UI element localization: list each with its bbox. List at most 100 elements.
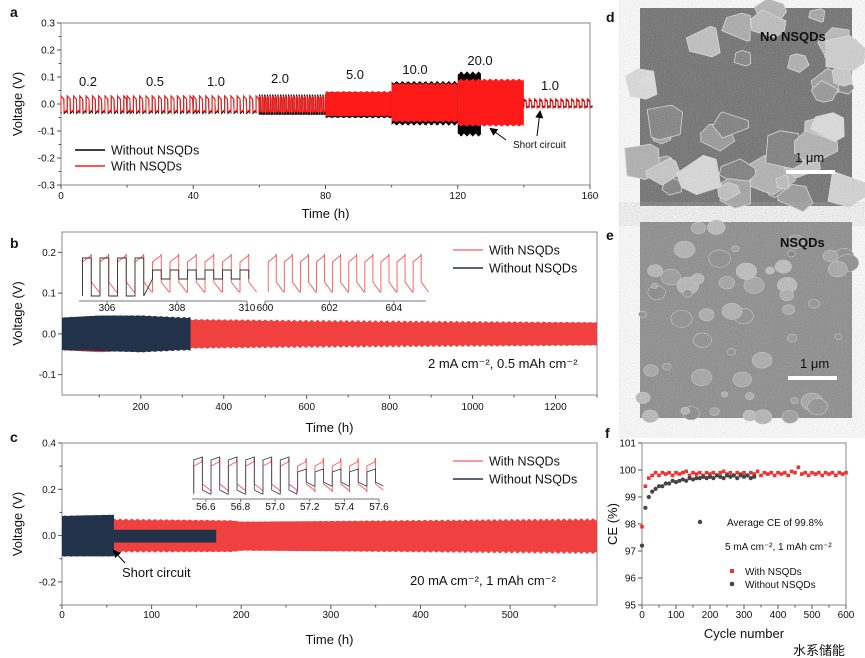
without-nsqds-point	[738, 473, 743, 478]
sem-label: NSQDs	[780, 235, 825, 250]
legend-swatch	[730, 569, 734, 573]
x-tick-label: 0	[639, 610, 645, 621]
inset-tick-label: 57.2	[300, 502, 320, 513]
without-nsqds-point	[667, 481, 672, 486]
with-nsqds-point	[681, 470, 685, 475]
without-nsqds-point	[728, 474, 733, 479]
y-tick-label: 97	[625, 547, 637, 558]
without-nsqds-point	[653, 486, 658, 491]
sem-texture	[640, 222, 852, 418]
without-nsqds-point	[646, 494, 651, 500]
with-nsqds-trace	[62, 318, 597, 353]
legend-label: Without NSQDs	[489, 262, 577, 276]
with-nsqds-point	[779, 472, 784, 476]
with-nsqds-trace	[325, 91, 392, 117]
with-nsqds-point	[694, 472, 699, 476]
plot-frame	[61, 231, 598, 396]
with-nsqds-point	[823, 470, 828, 475]
with-nsqds-trace	[258, 95, 329, 115]
without-nsqds-point	[663, 481, 668, 486]
sem-image-d	[624, 0, 865, 213]
with-nsqds-point	[796, 465, 801, 470]
y-tick-label: 0.4	[42, 439, 56, 450]
y-axis-label: Voltage (V)	[10, 492, 25, 556]
with-nsqds-point	[827, 472, 831, 476]
legend-label: With NSQDs	[489, 455, 560, 469]
with-nsqds-point	[664, 472, 668, 476]
y-axis-label: Voltage (V)	[10, 72, 25, 136]
y-tick-label: 0.2	[41, 46, 55, 57]
inset-tick-label: 56.8	[231, 502, 251, 513]
with-nsqds-point	[817, 470, 821, 475]
with-nsqds-point	[786, 473, 790, 478]
without-nsqds-point	[718, 474, 723, 479]
x-tick-label: 1000	[461, 402, 484, 413]
panel-label: e	[606, 227, 614, 243]
without-nsqds-point	[752, 474, 757, 479]
with-nsqds-trace	[523, 97, 593, 109]
legend-label: Without NSQDs	[489, 473, 577, 487]
x-tick-label: 160	[582, 191, 599, 202]
x-axis-label: Cycle number	[704, 626, 785, 641]
with-nsqds-point	[674, 470, 678, 475]
current-density-label: 20.0	[467, 53, 492, 68]
without-nsqds-point	[711, 476, 716, 481]
annotation-marker	[697, 519, 703, 525]
current-density-label: 0.5	[146, 74, 164, 89]
x-tick-label: 400	[215, 402, 232, 413]
short-circuit-label: Short circuit	[122, 565, 191, 580]
with-nsqds-point	[742, 470, 746, 475]
y-tick-label: 0.3	[41, 19, 55, 30]
current-density-label: 10.0	[402, 62, 427, 77]
panel-f: f 0 100 200 300 400 500 600 95 96 97 98 99 100 101 Cycl…	[605, 425, 855, 658]
inset-tick-label: 57.0	[265, 502, 285, 513]
without-nsqds-point	[690, 477, 696, 482]
y-tick-label: 0.2	[42, 485, 56, 496]
panel-label: a	[10, 4, 18, 20]
current-density-label: 1.0	[207, 74, 225, 89]
panel-c: c 0 100 200 300 400 500 -0.2 0.0 0.2 0.4 Time (h) Vo…	[10, 429, 598, 647]
with-nsqds-point	[684, 469, 688, 474]
with-nsqds-point	[834, 473, 838, 478]
x-tick-label: 300	[323, 610, 340, 621]
with-nsqds-point	[711, 470, 716, 475]
legend-swatch	[729, 581, 735, 587]
legend-label: With NSQDs	[745, 567, 802, 578]
with-nsqds-trace	[391, 82, 458, 123]
with-nsqds-point	[718, 470, 722, 475]
with-nsqds-point	[647, 476, 651, 480]
average-ce-label: Average CE of 99.8%	[727, 518, 823, 529]
inset-tick-label: 56.6	[196, 502, 216, 513]
y-tick-label: -0.2	[38, 154, 56, 165]
arrow-icon	[489, 127, 507, 141]
y-tick-label: 0.2	[42, 248, 56, 259]
without-nsqds-point	[639, 543, 645, 548]
x-tick-label: 400	[770, 610, 787, 621]
without-nsqds-point	[694, 476, 699, 481]
with-nsqds-point	[752, 472, 756, 476]
with-nsqds-trace	[192, 94, 263, 114]
inset-without-nsqds-trace	[82, 257, 250, 297]
panel-label: d	[606, 9, 615, 25]
y-tick-label: 100	[619, 466, 636, 477]
with-nsqds-point	[762, 470, 767, 475]
without-nsqds-point	[656, 484, 662, 489]
scale-bar	[786, 170, 835, 174]
y-tick-label: 99	[625, 493, 637, 504]
with-nsqds-point	[708, 472, 712, 476]
panel-label: c	[10, 429, 18, 445]
without-nsqds-point	[714, 473, 719, 478]
with-nsqds-point	[789, 469, 794, 474]
inset-with-nsqds-trace	[267, 253, 429, 293]
inset-without-nsqds-trace	[193, 456, 384, 495]
short-circuit-label: Short circuit	[513, 140, 566, 151]
with-nsqds-point	[657, 473, 661, 478]
y-tick-label: 0.0	[42, 531, 56, 542]
y-tick-label: 101	[619, 439, 636, 450]
panel-label: b	[10, 235, 19, 251]
inset-tick-label: 57.6	[369, 502, 389, 513]
with-nsqds-point	[793, 470, 797, 475]
y-tick-label: -0.2	[39, 577, 57, 588]
watermark-label: 水系储能	[793, 643, 845, 658]
